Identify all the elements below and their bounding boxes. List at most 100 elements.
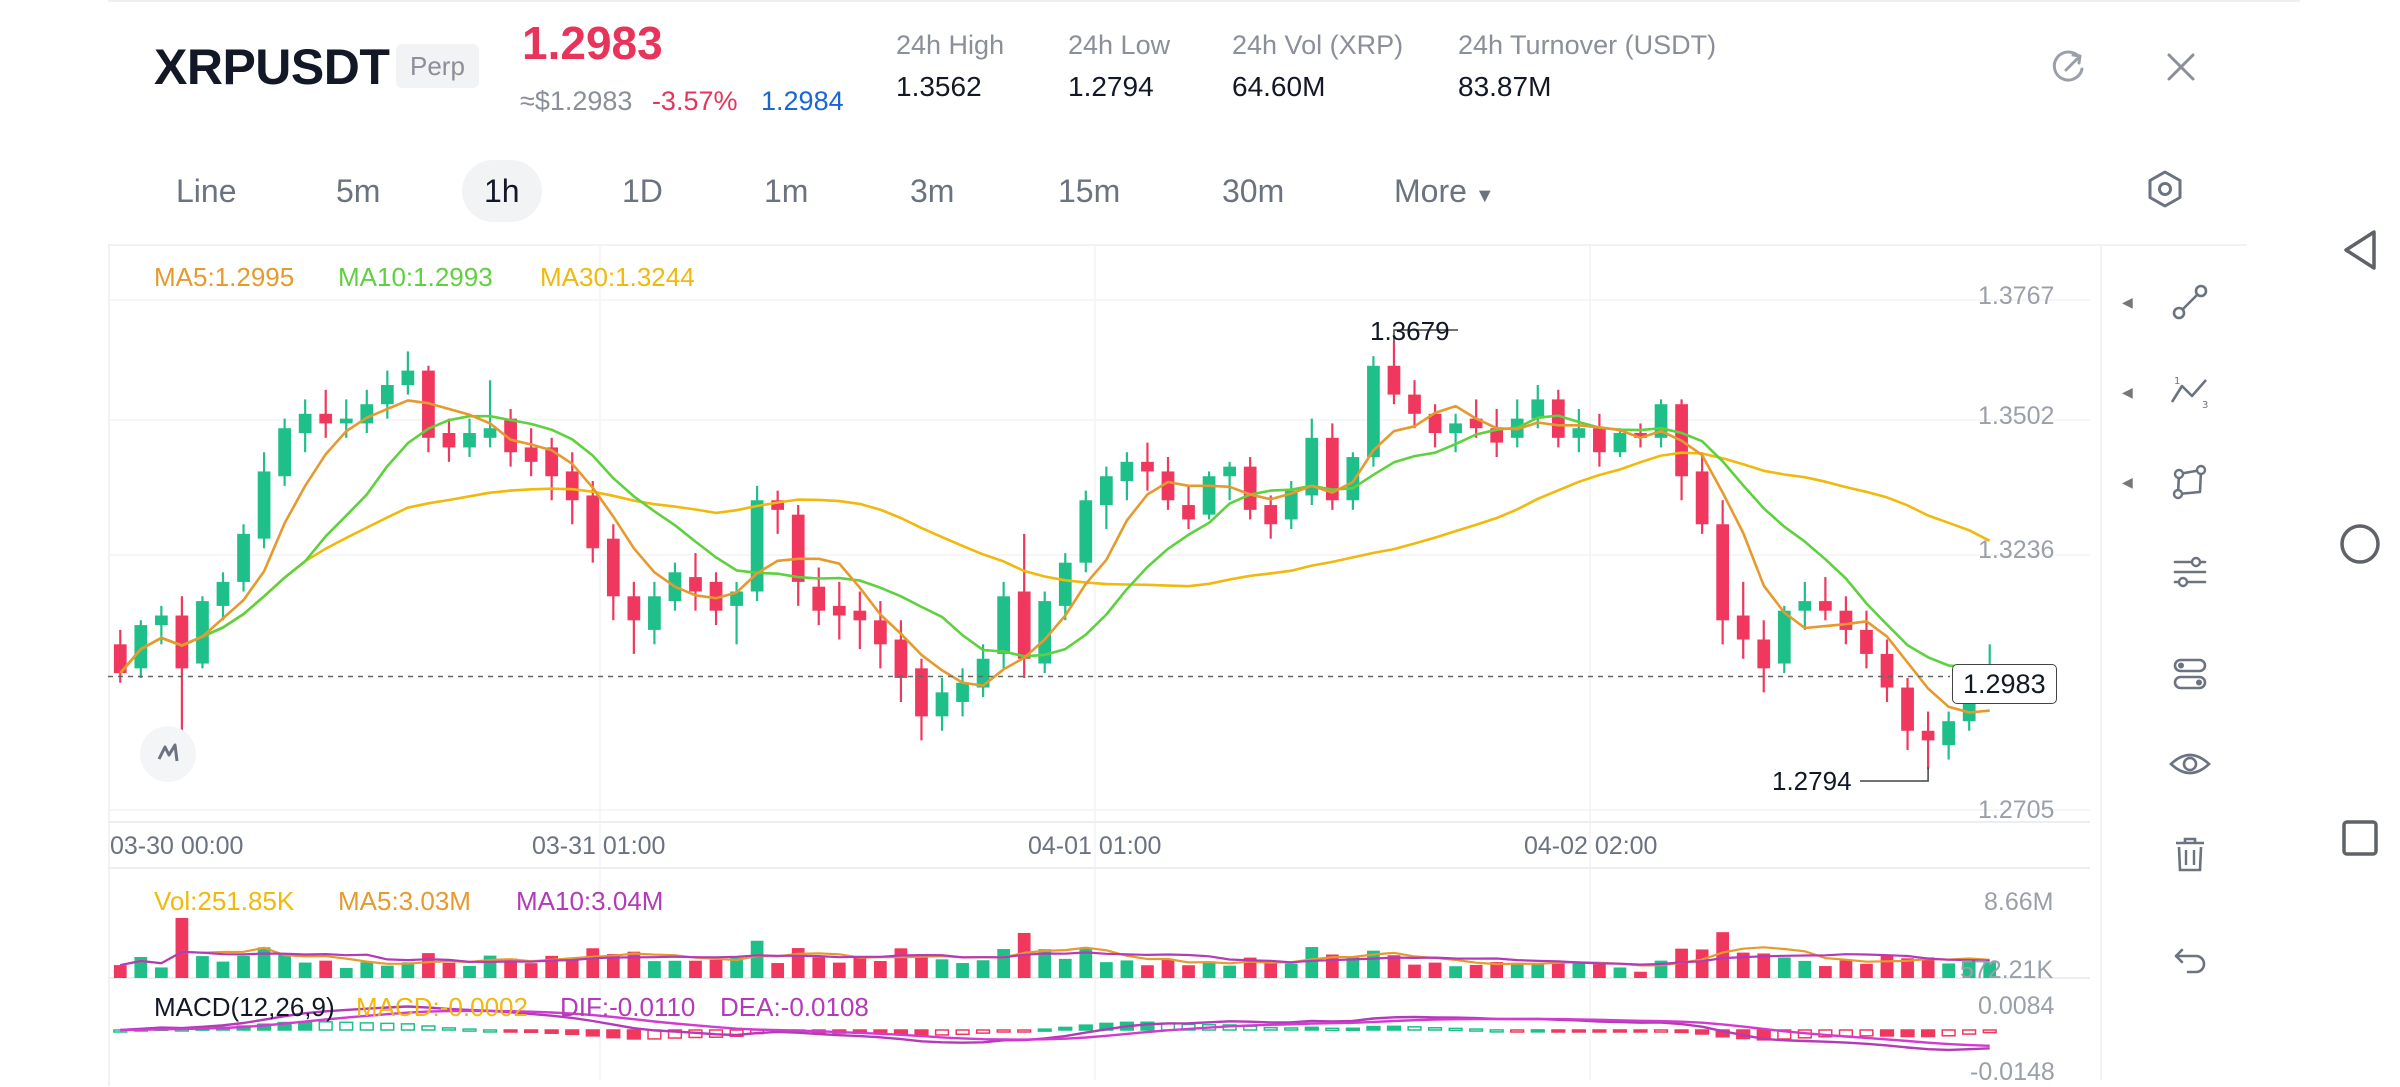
macd-histogram-bar bbox=[1017, 1029, 1032, 1033]
ma10-line bbox=[119, 414, 1991, 675]
tab-3m[interactable]: 3m bbox=[910, 173, 955, 209]
macd-axis-bottom: -0.0148 bbox=[1970, 1058, 2055, 1086]
macd-histogram-bar bbox=[1900, 1029, 1915, 1038]
tab-1m[interactable]: 1m bbox=[764, 173, 809, 209]
macd-dif: DIF:-0.0110 bbox=[560, 992, 696, 1022]
candle-body bbox=[1305, 437, 1319, 496]
candle-body bbox=[1695, 471, 1709, 525]
trendline-tool-button[interactable] bbox=[2150, 272, 2230, 332]
volume-bar bbox=[113, 965, 127, 978]
candle-body bbox=[1408, 394, 1421, 414]
candle-body bbox=[1736, 615, 1750, 640]
price-axis-label: 1.3767 bbox=[1978, 282, 2055, 310]
svg-text:3: 3 bbox=[2202, 400, 2208, 411]
stat-value: 1.3562 bbox=[896, 71, 982, 102]
candle-body bbox=[1551, 399, 1565, 438]
candle-body bbox=[257, 471, 271, 539]
tab-5m[interactable]: 5m bbox=[336, 173, 381, 209]
volume-bar bbox=[1901, 958, 1914, 978]
low-marker-label: 1.2794 bbox=[1772, 766, 1852, 796]
delete-drawings-button[interactable] bbox=[2150, 824, 2230, 884]
volume-bar bbox=[1860, 963, 1873, 978]
rotate-screen-button[interactable] bbox=[2042, 40, 2096, 94]
candle-body bbox=[956, 682, 969, 702]
macd-histogram-bar bbox=[1427, 1027, 1443, 1031]
macd-histogram-bar bbox=[1510, 1029, 1525, 1033]
candle-body bbox=[545, 447, 559, 477]
volume-bar bbox=[832, 962, 846, 978]
volume-bar bbox=[976, 960, 990, 978]
macd-histogram-bar bbox=[380, 1022, 395, 1031]
price-axis-label: 1.3236 bbox=[1978, 536, 2055, 564]
macd-histogram-bar bbox=[1530, 1029, 1545, 1033]
volume-bar bbox=[853, 956, 867, 978]
time-axis-label: 03-30 00:00 bbox=[110, 832, 244, 860]
volume-bar bbox=[1736, 952, 1750, 978]
macd-histogram-bar bbox=[359, 1022, 374, 1031]
tab-1d[interactable]: 1D bbox=[622, 173, 663, 209]
candle-body bbox=[1798, 601, 1812, 611]
tab-line[interactable]: Line bbox=[176, 173, 237, 209]
tab-more[interactable]: More ▼ bbox=[1372, 160, 1517, 222]
candle-body bbox=[1921, 730, 1935, 741]
candle-body bbox=[1449, 423, 1462, 434]
volume-bar bbox=[1839, 960, 1853, 978]
candle-body bbox=[175, 615, 189, 669]
volume-bar bbox=[956, 963, 969, 978]
candle-body bbox=[1141, 461, 1154, 472]
price-axis-label: 1.3502 bbox=[1978, 402, 2055, 430]
macd-histogram-bar bbox=[996, 1029, 1011, 1033]
macd-histogram-bar bbox=[1982, 1029, 1997, 1034]
candle-body bbox=[997, 596, 1011, 654]
indicator-settings-button[interactable] bbox=[2150, 542, 2230, 602]
visibility-toggle-button[interactable] bbox=[2150, 734, 2230, 794]
volume-bar bbox=[709, 959, 723, 978]
current-price-tag[interactable]: 1.2983 bbox=[1952, 664, 2057, 704]
chart-frame bbox=[108, 244, 2247, 1086]
tab-30m[interactable]: 30m bbox=[1222, 173, 1285, 209]
undo-button[interactable] bbox=[2150, 928, 2230, 988]
volume-bar bbox=[1551, 961, 1565, 978]
volume-bar bbox=[1942, 963, 1956, 978]
candle-body bbox=[832, 605, 846, 616]
nav-recents-button[interactable] bbox=[2320, 798, 2400, 878]
shape-tool-button[interactable] bbox=[2150, 452, 2230, 512]
macd-title: MACD(12,26,9) bbox=[154, 992, 335, 1022]
candle-body bbox=[1469, 418, 1483, 429]
macd-histogram-bar bbox=[482, 1029, 498, 1033]
trendline-icon bbox=[2172, 284, 2208, 320]
fibonacci-tool-button[interactable]: 1 3 bbox=[2150, 362, 2230, 422]
price-subline: ≈$1.2983 -3.57% 1.2984 bbox=[520, 86, 844, 117]
candle-body bbox=[216, 581, 230, 606]
stat-24h-high: 24h High 1.3562 bbox=[896, 30, 1004, 103]
close-button[interactable] bbox=[2154, 40, 2208, 94]
volume-bar bbox=[627, 951, 641, 978]
volume-bar bbox=[565, 957, 579, 978]
macd-histogram-bar bbox=[1304, 1026, 1319, 1031]
volume-bar bbox=[1202, 961, 1216, 978]
macd-histogram-bar bbox=[1140, 1021, 1155, 1031]
volume-bar bbox=[771, 963, 785, 978]
stat-value: 64.60M bbox=[1232, 71, 1326, 102]
chart-settings-button[interactable] bbox=[2138, 162, 2192, 216]
candle-body bbox=[1593, 428, 1606, 453]
tab-15m[interactable]: 15m bbox=[1058, 173, 1121, 209]
candle-body bbox=[483, 428, 497, 438]
tab-1h[interactable]: 1h bbox=[462, 160, 542, 222]
volume-bar bbox=[1469, 964, 1483, 978]
volume-ma10-line bbox=[120, 950, 1990, 967]
macd-histogram-bar bbox=[1243, 1025, 1258, 1031]
symbol-name[interactable]: XRPUSDT bbox=[154, 39, 390, 95]
indicator-toggle-button[interactable] bbox=[2150, 644, 2230, 704]
watermark-logo bbox=[140, 726, 196, 782]
macd-histogram-bar bbox=[1366, 1025, 1381, 1031]
candle-body bbox=[1367, 365, 1380, 458]
candle-body bbox=[730, 591, 743, 606]
candle-body bbox=[915, 668, 928, 717]
macd-histogram-bar bbox=[975, 1029, 991, 1034]
nav-home-button[interactable] bbox=[2320, 504, 2400, 584]
macd-histogram-bar bbox=[1674, 1029, 1689, 1034]
toolbar-divider bbox=[2100, 244, 2102, 1080]
nav-back-button[interactable] bbox=[2320, 210, 2400, 290]
